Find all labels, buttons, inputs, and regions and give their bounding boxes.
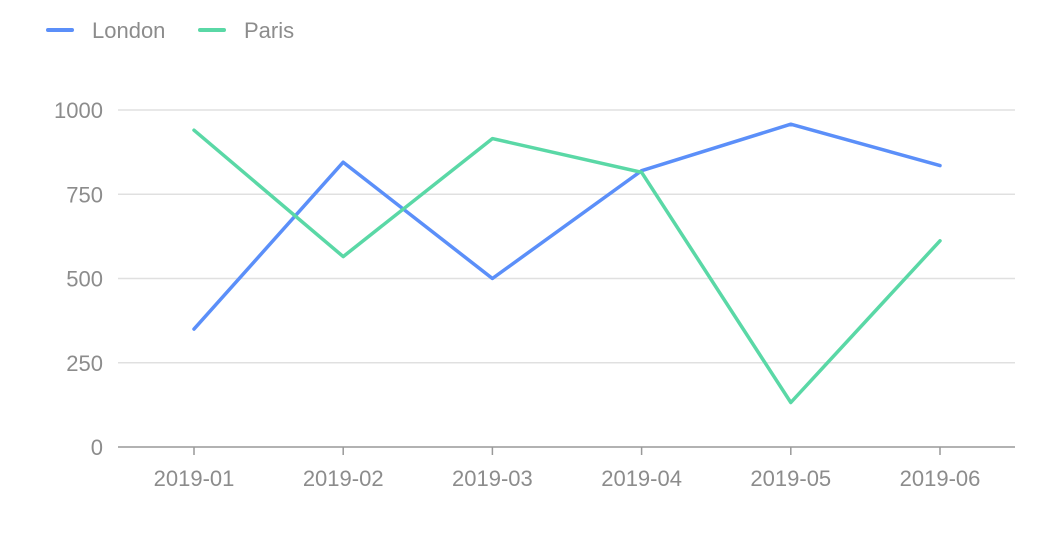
legend-item-paris[interactable]: Paris [198, 18, 294, 43]
x-tick-label: 2019-03 [452, 466, 533, 491]
x-tick-label: 2019-01 [154, 466, 235, 491]
y-tick-label: 0 [91, 435, 103, 460]
y-tick-label: 250 [66, 351, 103, 376]
y-tick-label: 750 [66, 182, 103, 207]
y-axis: 0 250 500 750 1000 [54, 98, 103, 460]
x-axis: 2019-01 2019-02 2019-03 2019-04 2019-05 2019-… [118, 446, 1015, 491]
x-tick-label: 2019-02 [303, 466, 384, 491]
legend-label: Paris [244, 18, 294, 43]
y-tick-label: 1000 [54, 98, 103, 123]
legend-item-london[interactable]: London [46, 18, 165, 43]
y-tick-label: 500 [66, 267, 103, 292]
series-line-london [192, 122, 942, 331]
x-tick-label: 2019-06 [900, 466, 981, 491]
x-tick-label: 2019-04 [601, 466, 682, 491]
series-group [192, 122, 942, 405]
series-line-paris [192, 128, 942, 405]
legend: London Paris [46, 18, 294, 43]
x-tick-label: 2019-05 [750, 466, 831, 491]
legend-label: London [92, 18, 165, 43]
